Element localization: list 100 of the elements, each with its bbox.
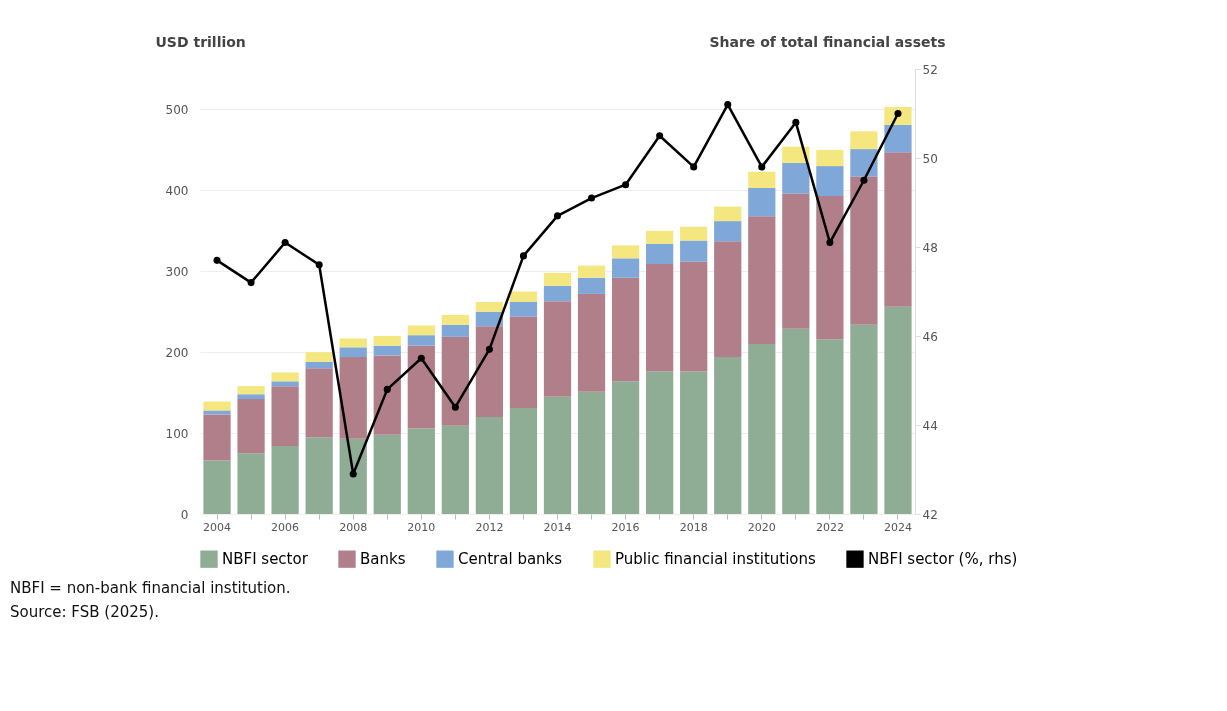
y-tick-label: 100 [165,426,189,441]
bar [611,245,640,259]
y2-tick-label: 52 [922,62,938,77]
y2-tick-label: 50 [922,151,938,166]
y2-tick-label: 42 [922,507,938,522]
legend-label: Public financial institutions [615,550,817,569]
text: NBFI = non-bank financial institution. [10,579,292,597]
bar [782,162,810,194]
bar [680,226,708,241]
bar [816,339,844,514]
bar [714,241,742,358]
bar [271,446,299,514]
y2-tick-label: 44 [922,418,938,433]
point [588,194,596,202]
bar [475,302,504,312]
legend-label: Central banks [458,550,563,569]
bar [646,263,674,372]
point [213,256,221,264]
point [349,470,357,478]
bar [203,414,231,461]
bar [339,338,367,348]
x-tick-label: 2008 [339,520,368,534]
point [383,385,391,393]
bar [646,243,674,264]
bar [339,347,367,358]
bar [850,324,878,514]
bar [543,272,572,286]
bar [509,291,538,303]
point [519,252,527,260]
bar [611,277,640,382]
bar [203,460,231,514]
bar [441,314,469,325]
point [860,176,868,184]
legend-label: Banks [360,550,406,569]
bar [748,171,776,188]
bar [884,152,912,307]
x-tick-label: 2018 [679,520,708,534]
x-tick-label: 2016 [611,520,640,534]
bar [782,193,810,329]
x-tick-label: 2022 [815,520,844,534]
bar [646,230,674,244]
bar [441,336,469,426]
bar [237,386,265,395]
bar [373,434,401,514]
bar [339,357,367,439]
bar [407,345,435,429]
bar [646,371,674,514]
bar [611,258,640,278]
point [247,279,255,287]
y-tick-label: 0 [180,507,189,522]
bar [373,345,401,356]
point [656,132,664,140]
bar [748,216,776,345]
point [792,118,800,126]
bar [271,386,299,447]
bar [509,408,538,514]
bar [305,352,333,362]
bar [577,265,606,278]
y-axis-title: USD trillion [155,33,246,50]
y-tick-label: 200 [165,345,189,360]
bar [714,206,742,222]
bar [441,425,469,514]
bar [577,277,606,294]
point [281,239,289,247]
bar [475,326,504,417]
y-tick-label: 400 [165,183,189,198]
bar [407,335,435,346]
bar [680,261,708,372]
legend-label: NBFI sector (%, rhs) [868,550,1018,569]
y-tick-label: 300 [165,264,189,279]
bar [203,410,231,415]
point [690,163,698,171]
bar [748,187,776,217]
bar [816,166,844,197]
bar [373,355,401,435]
bar [271,372,299,382]
bar [714,357,742,514]
point [451,403,459,411]
x-tick-label: 2012 [475,520,504,534]
bar [816,196,844,340]
point [622,181,630,189]
point [417,354,425,362]
point [485,345,493,353]
bar [509,302,538,317]
legend-label: NBFI sector [222,550,309,569]
point [724,101,732,109]
y2-axis-title: Share of total financial assets [709,33,946,50]
point [315,261,323,269]
x-tick-label: 2010 [407,520,436,534]
bar [203,401,231,411]
bar [305,437,333,514]
bar [577,391,606,514]
bar [305,368,333,438]
point [553,212,562,220]
bar [680,371,708,514]
bar [782,328,810,514]
bar [271,381,299,387]
bar [407,325,435,336]
bar [543,396,572,514]
bar [237,453,265,514]
